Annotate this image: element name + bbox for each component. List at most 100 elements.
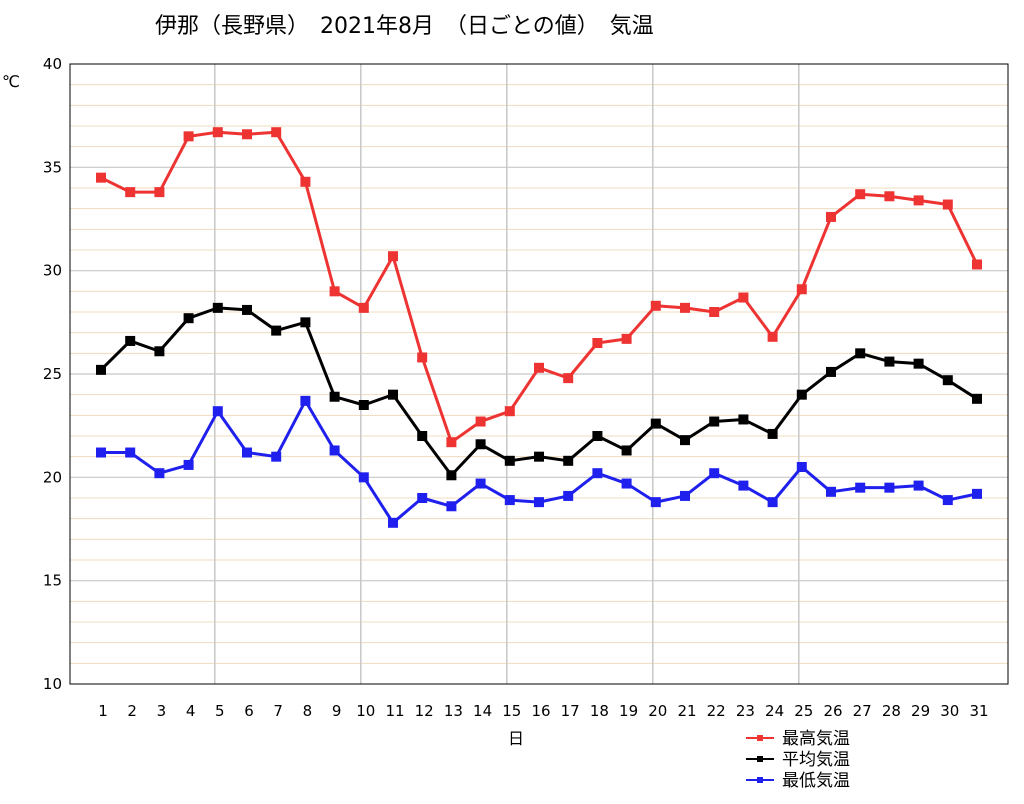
data-point-min (913, 480, 924, 491)
x-tick-label: 13 (444, 702, 463, 720)
data-point-min (592, 468, 603, 479)
data-point-mean (358, 400, 369, 410)
data-point-min (534, 497, 544, 508)
data-point-mean (972, 393, 982, 404)
data-point-min (972, 488, 982, 499)
y-tick-label: 30 (43, 262, 62, 280)
data-point-max (767, 331, 778, 342)
series-max-temp (96, 127, 982, 448)
data-point-max (738, 292, 749, 303)
y-tick-label: 25 (43, 365, 62, 383)
data-point-min (709, 468, 720, 479)
y-axis-ticks: 10 15 20 25 30 35 40 (43, 55, 62, 693)
data-point-min (300, 395, 311, 406)
data-point-min (125, 447, 136, 458)
y-tick-label: 40 (43, 55, 62, 73)
x-tick-label: 7 (273, 702, 283, 720)
grid-lines (70, 64, 1008, 684)
x-tick-label: 26 (823, 702, 842, 720)
data-point-max (417, 352, 428, 363)
data-point-mean (446, 470, 457, 481)
data-point-mean (621, 445, 632, 456)
data-point-min (212, 406, 223, 417)
data-point-mean (534, 451, 544, 462)
y-tick-label: 10 (43, 675, 62, 693)
data-point-min (563, 490, 574, 501)
data-point-max (884, 191, 895, 202)
x-axis-ticks: 1 2 3 4 5 6 7 8 9 10 11 12 13 14 15 16 17 18 19 20 21 22 23 24 2… (98, 702, 988, 720)
x-tick-label: 10 (356, 702, 375, 720)
data-point-min (796, 462, 807, 472)
data-point-mean (183, 313, 194, 324)
data-point-max (709, 307, 720, 317)
chart-title: 伊那（長野県） 2021年8月 （日ごとの値） 気温 (155, 14, 654, 39)
data-point-mean (942, 375, 953, 386)
data-point-min (446, 501, 457, 512)
x-tick-label: 1 (98, 702, 108, 720)
data-point-max (271, 127, 282, 138)
data-point-max (826, 211, 836, 222)
data-point-max (125, 187, 136, 198)
data-point-mean (125, 335, 136, 346)
y-tick-label: 35 (43, 158, 62, 176)
x-tick-label: 6 (244, 702, 254, 720)
data-point-mean (826, 366, 836, 377)
data-point-mean (563, 455, 574, 466)
data-point-mean (96, 364, 106, 375)
x-tick-label: 16 (531, 702, 550, 720)
x-tick-label: 22 (707, 702, 726, 720)
x-tick-label: 23 (736, 702, 755, 720)
x-tick-label: 28 (882, 702, 901, 720)
legend-item-mean: 平均気温 (746, 750, 850, 770)
data-point-max (650, 300, 661, 311)
data-point-max (212, 127, 223, 138)
data-point-max (329, 286, 340, 297)
data-point-min (96, 447, 106, 458)
x-tick-label: 2 (127, 702, 137, 720)
data-point-min (417, 493, 428, 503)
data-point-mean (855, 348, 866, 359)
x-tick-label: 27 (853, 702, 872, 720)
plot-frame (69, 63, 1009, 685)
series-mean-temp (96, 302, 982, 481)
data-point-max (446, 437, 457, 448)
data-point-max (972, 259, 982, 270)
y-tick-label: 20 (43, 468, 62, 486)
x-tick-label: 15 (502, 702, 521, 720)
data-point-mean (767, 428, 778, 439)
legend-label: 最高気温 (782, 729, 850, 749)
legend-swatch-marker (757, 735, 763, 741)
data-point-max (942, 199, 953, 210)
data-point-min (358, 472, 369, 483)
data-point-mean (738, 414, 749, 425)
legend-label: 最低気温 (782, 771, 850, 791)
data-point-max (300, 176, 311, 187)
x-tick-label: 11 (385, 702, 404, 720)
data-point-mean (329, 391, 340, 402)
data-point-mean (504, 455, 515, 466)
data-point-max (388, 251, 398, 262)
data-point-mean (300, 317, 311, 328)
x-tick-label: 30 (940, 702, 959, 720)
data-point-max (358, 302, 369, 313)
series-layer (96, 127, 982, 528)
data-point-min (738, 480, 749, 491)
x-tick-label: 5 (215, 702, 225, 720)
data-point-max (680, 302, 690, 313)
data-point-mean (242, 304, 252, 315)
data-point-max (183, 131, 194, 142)
data-point-mean (154, 346, 165, 357)
data-point-min (942, 495, 953, 506)
data-point-mean (271, 325, 282, 336)
x-tick-label: 20 (648, 702, 667, 720)
x-tick-label: 21 (677, 702, 696, 720)
data-point-max (475, 416, 486, 427)
data-point-min (767, 497, 778, 508)
data-point-max (504, 406, 515, 417)
data-point-mean (475, 439, 486, 450)
data-point-min (504, 495, 515, 506)
series-min-temp (96, 395, 982, 528)
data-point-max (855, 189, 866, 200)
